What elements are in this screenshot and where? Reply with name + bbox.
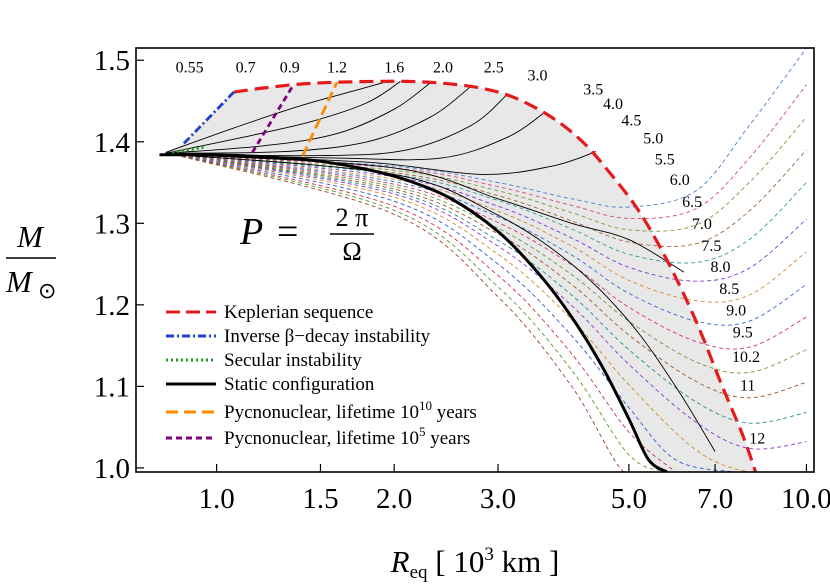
period-line-solid (165, 81, 401, 154)
period-line-dashed (174, 154, 807, 350)
legend-item: Static configuration (166, 374, 375, 395)
period-line-dashed (174, 154, 733, 472)
x-axis-ticks: 1.0 1.5 2.0 3.0 5.0 7.0 10.0 (198, 464, 830, 515)
formula-equals: = (277, 211, 298, 253)
y-axis-ticks: 1.0 1.1 1.2 1.3 1.4 1.5 (94, 45, 144, 485)
period-label: 0.55 (176, 60, 204, 77)
legend-item: Keplerian sequence (166, 302, 373, 323)
y-tick-label: 1.1 (94, 371, 130, 403)
period-label: 5.0 (643, 130, 663, 147)
period-line-solid (165, 82, 431, 154)
x-tick-label: 7.0 (697, 483, 733, 515)
keplerian-sequence-line (233, 79, 758, 472)
formula-numerator: 2 π (336, 203, 369, 232)
period-label: 9.5 (733, 325, 753, 342)
period-line-dashed (174, 154, 807, 374)
period-labels: 0.55 0.7 0.9 1.2 1.6 2.0 2.5 3.0 3.54.04.55.0 5.5… (176, 60, 766, 448)
x-axis-title: Req [ 103 km ] (390, 544, 560, 583)
legend-item: Pycnonuclear, lifetime 1010 years (166, 398, 477, 423)
y-tick-label: 1.0 (94, 453, 130, 485)
period-line-dashed (174, 154, 807, 424)
period-line-dashed (174, 154, 807, 326)
y-axis-sun-symbol: ⊙ (38, 279, 56, 304)
plot-area (159, 48, 807, 472)
pycnonuclear-1e10-line (301, 81, 339, 157)
period-line-solid (165, 80, 388, 153)
period-label: 7.5 (701, 238, 721, 255)
legend: Keplerian sequence Inverse β−decay insta… (166, 302, 477, 449)
period-label: 0.9 (280, 60, 300, 77)
y-axis-denominator: M (5, 264, 34, 299)
period-label: 5.5 (655, 152, 675, 169)
legend-label-inverse-beta: Inverse β−decay instability (224, 326, 431, 347)
period-label: 2.0 (433, 60, 453, 77)
period-line-dashed (174, 48, 807, 208)
period-label: 4.0 (603, 96, 623, 113)
period-label: 3.5 (583, 82, 603, 99)
y-tick-label: 1.4 (94, 127, 131, 159)
formula-denominator: Ω (342, 237, 361, 266)
pycnonuclear-1e5-line (251, 83, 295, 154)
y-axis-title: M M ⊙ (5, 219, 56, 304)
plot-frame (135, 47, 815, 473)
y-tick-label: 1.2 (94, 290, 130, 322)
legend-label-pycno-1e5: Pycnonuclear, lifetime 105 years (224, 424, 470, 449)
period-label: 8.5 (719, 281, 739, 298)
period-label: 6.0 (670, 172, 690, 189)
period-line-solid (165, 85, 472, 154)
y-tick-label: 1.5 (94, 45, 130, 77)
period-label: 8.0 (711, 259, 731, 276)
legend-label-static: Static configuration (224, 374, 375, 395)
period-line-dashed (174, 154, 658, 472)
period-line-dashed (174, 84, 807, 220)
x-tick-label: 2.0 (376, 483, 412, 515)
period-formula: P = 2 π Ω (239, 203, 374, 266)
period-label: 1.2 (327, 60, 347, 77)
period-label: 12 (749, 431, 765, 448)
period-line-dashed (174, 154, 807, 264)
x-tick-label: 5.0 (611, 483, 647, 515)
x-tick-label: 1.0 (198, 483, 234, 515)
x-tick-label: 3.0 (480, 483, 516, 515)
period-line-solid (165, 153, 716, 452)
legend-item: Inverse β−decay instability (166, 326, 431, 347)
static-configuration-line (159, 153, 668, 472)
period-label: 9.0 (726, 302, 746, 319)
inverse-beta-decay-line (182, 91, 235, 145)
period-label: 1.6 (384, 60, 404, 77)
period-label: 10.2 (732, 349, 760, 366)
legend-label-keplerian: Keplerian sequence (224, 302, 373, 323)
y-tick-label: 1.3 (94, 208, 130, 240)
period-label: 2.5 (484, 60, 504, 77)
legend-label-secular: Secular instability (224, 350, 362, 371)
x-tick-label: 1.5 (302, 483, 338, 515)
period-line-dashed (174, 154, 807, 450)
period-line-dashed (174, 154, 807, 399)
period-line-dashed (174, 154, 676, 472)
legend-label-pycno-1e10: Pycnonuclear, lifetime 1010 years (224, 398, 477, 423)
period-line-dashed (174, 154, 807, 282)
period-line-dashed (174, 154, 668, 472)
legend-item: Secular instability (166, 350, 362, 371)
period-label: 0.7 (236, 60, 256, 77)
period-label: 4.5 (621, 113, 641, 130)
period-line-dashed (174, 117, 807, 232)
period-label: 7.0 (692, 216, 712, 233)
period-label: 6.5 (682, 194, 702, 211)
secular-instability-line (171, 146, 204, 154)
formula-lhs: P (239, 211, 263, 253)
y-axis-numerator: M (16, 219, 45, 254)
period-label: 3.0 (528, 68, 548, 85)
period-label: 11 (740, 378, 755, 395)
period-line-dashed (174, 154, 807, 303)
x-tick-label: 10.0 (781, 483, 830, 515)
legend-item: Pycnonuclear, lifetime 105 years (166, 424, 470, 449)
